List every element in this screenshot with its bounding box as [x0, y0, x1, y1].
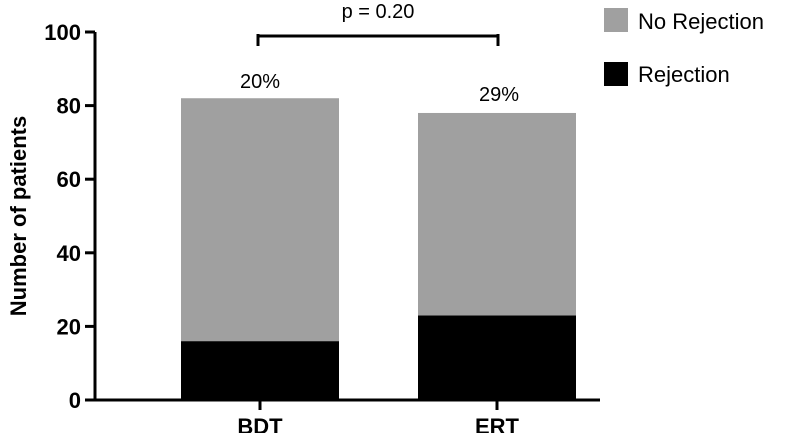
legend-swatch-no-rejection [604, 8, 628, 32]
significance-bracket: p = 0.20 [256, 1, 500, 46]
x-tick-label-0: BDT [237, 414, 283, 433]
bar-ert-no-rejection [418, 112, 576, 316]
y-tick-label-3: 60 [57, 167, 81, 192]
legend-label-no-rejection: No Rejection [638, 9, 764, 34]
legend: No Rejection Rejection [604, 8, 764, 87]
y-axis-label: Number of patients [6, 116, 31, 316]
data-label-0: 20% [240, 71, 280, 93]
p-value-label: p = 0.20 [342, 1, 415, 23]
labels: BDT 20% ERT 29% [237, 71, 519, 433]
y-tick-label-4: 80 [57, 94, 81, 119]
y-tick-label-2: 40 [57, 241, 81, 266]
y-tick-label-1: 20 [57, 314, 81, 339]
legend-label-rejection: Rejection [638, 62, 730, 87]
bar-bdt-no-rejection [181, 98, 339, 342]
bars [181, 98, 576, 400]
x-tick-label-1: ERT [475, 414, 520, 433]
y-tick-label-5: 100 [44, 20, 81, 45]
bar-ert-rejection [418, 315, 576, 400]
axes: 0 20 40 60 80 100 [44, 20, 600, 413]
data-label-1: 29% [479, 84, 519, 106]
legend-swatch-rejection [604, 62, 628, 86]
bar-bdt-rejection [181, 341, 339, 400]
y-tick-label-0: 0 [69, 388, 81, 413]
